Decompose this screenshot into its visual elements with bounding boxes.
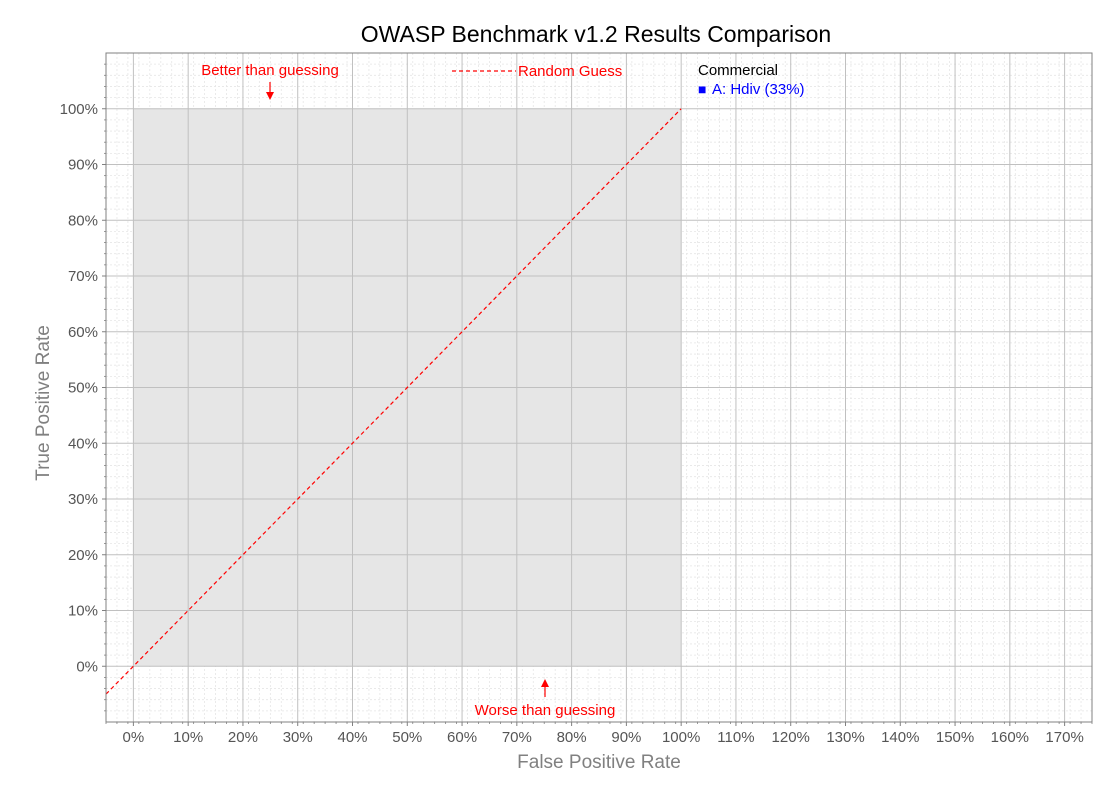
y-tick-label: 30%: [68, 491, 98, 508]
x-tick-label: 0%: [123, 729, 145, 746]
random-guess-legend: Random Guess: [452, 63, 622, 80]
y-tick-label: 70%: [68, 268, 98, 285]
x-tick-label: 110%: [717, 729, 754, 746]
x-tick-label: 30%: [283, 729, 313, 746]
x-tick-label: 140%: [881, 729, 919, 746]
y-tick-label: 20%: [68, 547, 98, 564]
annotation-better-than-guessing: Better than guessing: [201, 62, 339, 79]
y-tick-label: 10%: [68, 603, 98, 620]
y-axis-ticks: 0% 10% 20% 30% 40% 50% 60% 70% 80% 90% 100%: [60, 63, 106, 712]
y-tick-label: 90%: [68, 157, 98, 174]
x-tick-label: 20%: [228, 729, 258, 746]
random-guess-line: [105, 108, 682, 695]
x-tick-label: 120%: [772, 729, 810, 746]
y-tick-label: 100%: [60, 101, 98, 118]
y-axis-label: True Positive Rate: [33, 325, 54, 481]
better-than-guessing-annotation: Better than guessing: [201, 62, 339, 100]
x-tick-label: 50%: [392, 729, 422, 746]
legend-entry-marker-icon: ■: [698, 81, 706, 97]
annotation-worse-than-guessing: Worse than guessing: [475, 702, 616, 719]
x-tick-label: 100%: [662, 729, 700, 746]
major-grid: [106, 53, 1092, 722]
y-tick-label: 80%: [68, 212, 98, 229]
random-guess-legend-label: Random Guess: [518, 63, 622, 80]
arrow-up-icon: [541, 679, 549, 687]
y-tick-label: 60%: [68, 324, 98, 341]
x-tick-label: 160%: [991, 729, 1029, 746]
x-tick-label: 150%: [936, 729, 974, 746]
x-tick-label: 90%: [611, 729, 641, 746]
chart-title: OWASP Benchmark v1.2 Results Comparison: [361, 21, 831, 47]
x-axis-ticks: 0% 10% 20% 30% 40% 50% 60% 70% 80% 90% 100% 110% 120…: [105, 722, 1093, 746]
x-tick-label: 40%: [337, 729, 367, 746]
worse-than-guessing-annotation: Worse than guessing: [475, 679, 616, 719]
x-tick-label: 10%: [173, 729, 203, 746]
y-tick-label: 40%: [68, 435, 98, 452]
x-tick-label: 60%: [447, 729, 477, 746]
x-tick-label: 70%: [502, 729, 532, 746]
x-axis-label: False Positive Rate: [517, 752, 681, 773]
x-tick-label: 130%: [826, 729, 864, 746]
y-tick-label: 0%: [76, 658, 98, 675]
x-tick-label: 170%: [1045, 729, 1083, 746]
plot-area: [105, 52, 1093, 723]
x-tick-label: 80%: [557, 729, 587, 746]
legend: Commercial ■ A: Hdiv (33%): [698, 62, 805, 98]
legend-group-title: Commercial: [698, 62, 778, 79]
y-tick-label: 50%: [68, 380, 98, 397]
legend-entry-hdiv: A: Hdiv (33%): [712, 81, 805, 98]
arrow-down-icon: [266, 92, 274, 100]
